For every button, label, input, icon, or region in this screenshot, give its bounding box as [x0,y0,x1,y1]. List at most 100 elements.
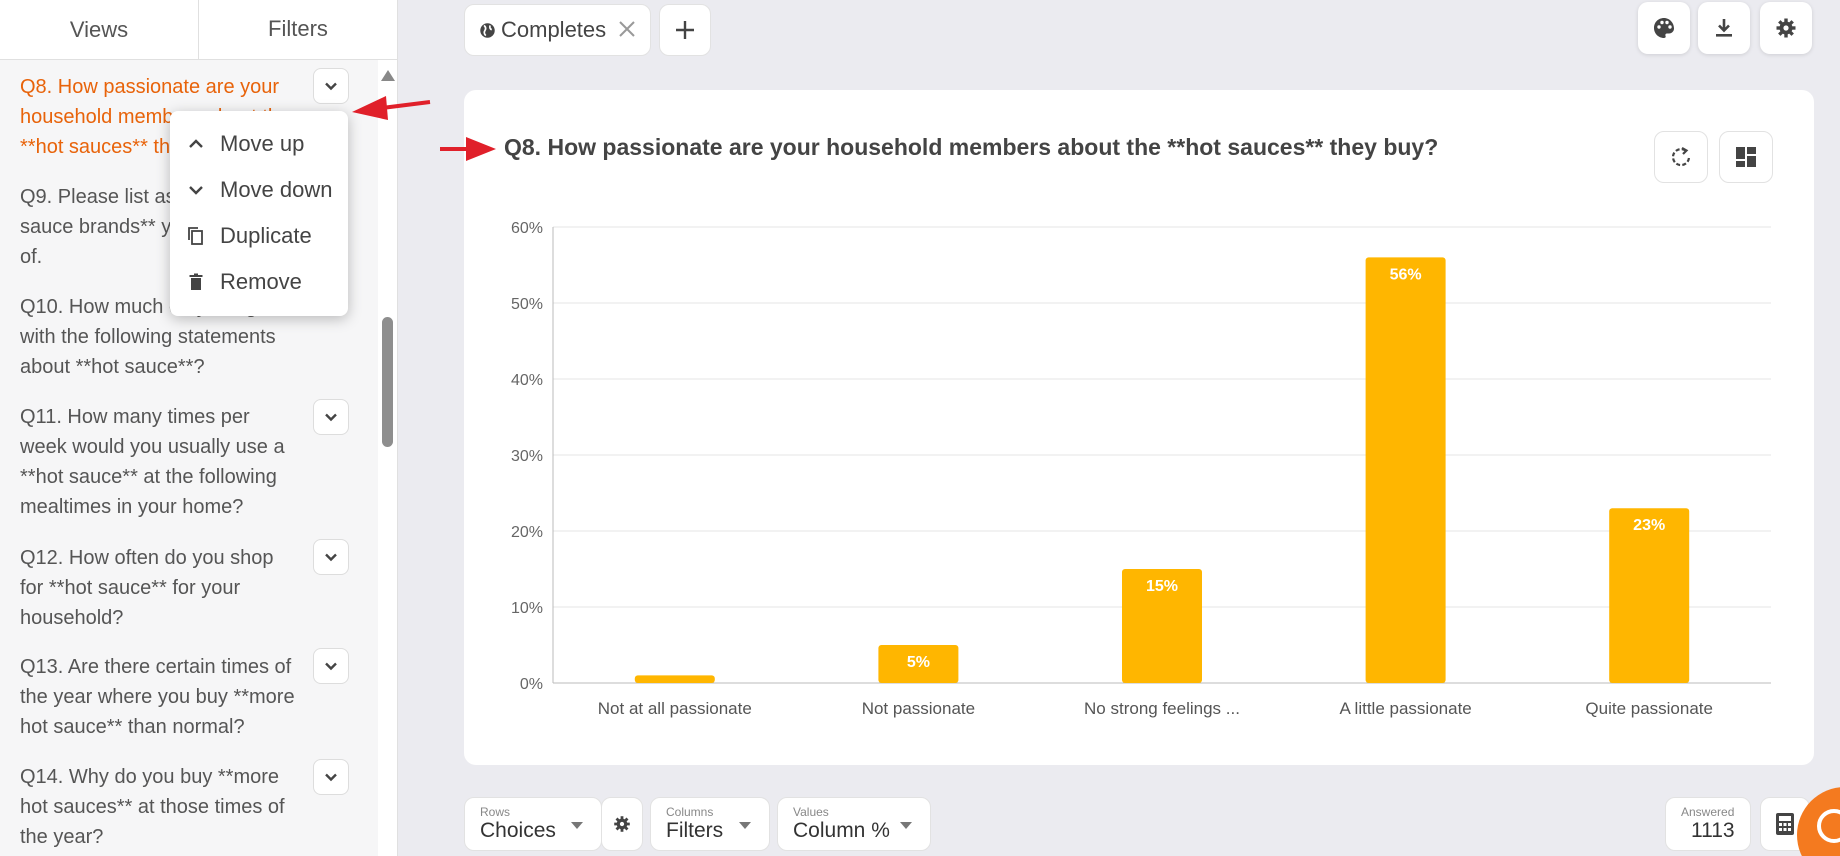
chevron-down-icon [322,657,340,675]
menu-move-down[interactable]: Move down [170,167,348,213]
menu-move-down-label: Move down [220,177,333,202]
x-tick-label: Not at all passionate [598,699,752,718]
bar-chart: 0% 10% 20% 30% 40% 50% 60% Not at all passionat… [511,220,1771,718]
chevron-down-icon [322,768,340,786]
question-menu-button[interactable] [313,68,349,104]
caret-down-icon [571,822,583,829]
question-text-line: Q13. Are there certain times of [20,656,292,678]
gear-icon [1775,17,1797,39]
x-tick-label: No strong feelings ... [1084,699,1240,718]
question-menu-button[interactable] [313,539,349,575]
rows-settings-button[interactable] [601,797,643,851]
question-menu-button[interactable] [313,759,349,795]
x-tick-label: Quite passionate [1585,699,1713,718]
tab-filters[interactable]: Filters [199,0,397,59]
y-tick-label: 50% [511,296,543,313]
menu-remove[interactable]: Remove [170,259,348,305]
columns-select[interactable]: Columns Filters [650,797,770,851]
trash-icon [184,270,208,294]
bar [1609,508,1690,683]
x-tick-label: A little passionate [1339,699,1471,718]
question-text-line: the year? [20,826,104,848]
question-text-line: Q8. How passionate are your [20,76,280,98]
download-button[interactable] [1698,2,1750,54]
data-label: 15% [1146,578,1178,595]
download-icon [1713,17,1735,39]
panel-tabs: Views Filters [0,0,397,60]
x-tick-label: Not passionate [862,699,975,718]
question-item-q14[interactable]: Q14. Why do you buy **more hot sauces** a… [20,762,310,852]
scrollbar-track[interactable] [378,60,397,856]
question-text-line: for **hot sauce** for your [20,577,241,599]
question-text-line: hot sauces** at those times of [20,796,285,818]
answered-count: Answered 1113 [1665,797,1751,851]
y-tick-label: 10% [511,600,543,617]
values-value: Column % [793,819,890,842]
chevron-down-icon [322,548,340,566]
gear-icon [613,815,631,833]
theme-button[interactable] [1638,2,1690,54]
data-label: 23% [1633,517,1665,534]
question-text-line: **hot sauce** at the following [20,466,277,488]
palette-icon [1652,16,1676,40]
chevron-down-icon [322,408,340,426]
question-text-line: household? [20,607,124,629]
question-text-line: the year where you buy **more [20,686,295,708]
chevron-up-icon [184,132,208,156]
calculator-icon [1774,812,1796,836]
y-tick-label: 20% [511,524,543,541]
plus-icon [674,19,696,41]
question-item-q11[interactable]: Q11. How many times per week would you us… [20,402,310,522]
y-tick-label: 30% [511,448,543,465]
settings-button[interactable] [1760,2,1812,54]
chevron-down-icon [184,178,208,202]
data-label: 56% [1390,266,1422,283]
help-chat-button[interactable] [1797,787,1840,856]
duplicate-icon [184,224,208,248]
add-view-button[interactable] [659,4,711,56]
bar [634,675,715,683]
question-text-line: week would you usually use a [20,436,285,458]
question-text-line: about **hot sauce**? [20,356,205,378]
y-tick-label: 60% [511,220,543,237]
chevron-down-icon [322,77,340,95]
question-text-line: mealtimes in your home? [20,496,244,518]
close-icon[interactable] [616,18,638,46]
menu-remove-label: Remove [220,269,302,294]
columns-value: Filters [666,819,724,842]
question-item-q12[interactable]: Q12. How often do you shop for **hot sauc… [20,543,310,633]
bar [1122,569,1202,683]
bar [878,645,959,683]
question-menu-button[interactable] [313,399,349,435]
question-item-q13[interactable]: Q13. Are there certain times of the year … [20,652,310,742]
globe-icon [479,22,496,39]
question-text-line: with the following statements [20,326,276,348]
completes-chip[interactable]: Completes [464,4,651,56]
tab-views[interactable]: Views [0,0,199,59]
caret-down-icon [900,822,912,829]
values-select[interactable]: Values Column % [777,797,931,851]
chart-title: Q8. How passionate are your household me… [504,134,1439,160]
refresh-chart-button[interactable] [1654,131,1708,183]
refresh-icon [1669,145,1693,169]
question-text-line: Q11. How many times per [20,406,250,428]
caret-down-icon [739,822,751,829]
question-menu-button[interactable] [313,648,349,684]
question-text-line: hot sauce** than normal? [20,716,245,738]
rows-select[interactable]: Rows Choices [464,797,602,851]
question-text-line: Q14. Why do you buy **more [20,766,280,788]
menu-move-up[interactable]: Move up [170,121,348,167]
scroll-up-arrow[interactable] [381,70,395,81]
rows-label: Rows [480,805,511,819]
scrollbar-thumb[interactable] [382,317,393,447]
menu-move-up-label: Move up [220,131,305,156]
question-text-line: Q12. How often do you shop [20,547,274,569]
y-tick-label: 0% [520,676,543,693]
columns-label: Columns [666,805,714,819]
completes-chip-label: Completes [501,17,607,42]
menu-duplicate-label: Duplicate [220,223,312,248]
menu-duplicate[interactable]: Duplicate [170,213,348,259]
rows-value: Choices [480,819,556,842]
context-menu: Move up Move down Duplicate Remove [170,111,348,316]
chart-layout-button[interactable] [1719,131,1773,183]
